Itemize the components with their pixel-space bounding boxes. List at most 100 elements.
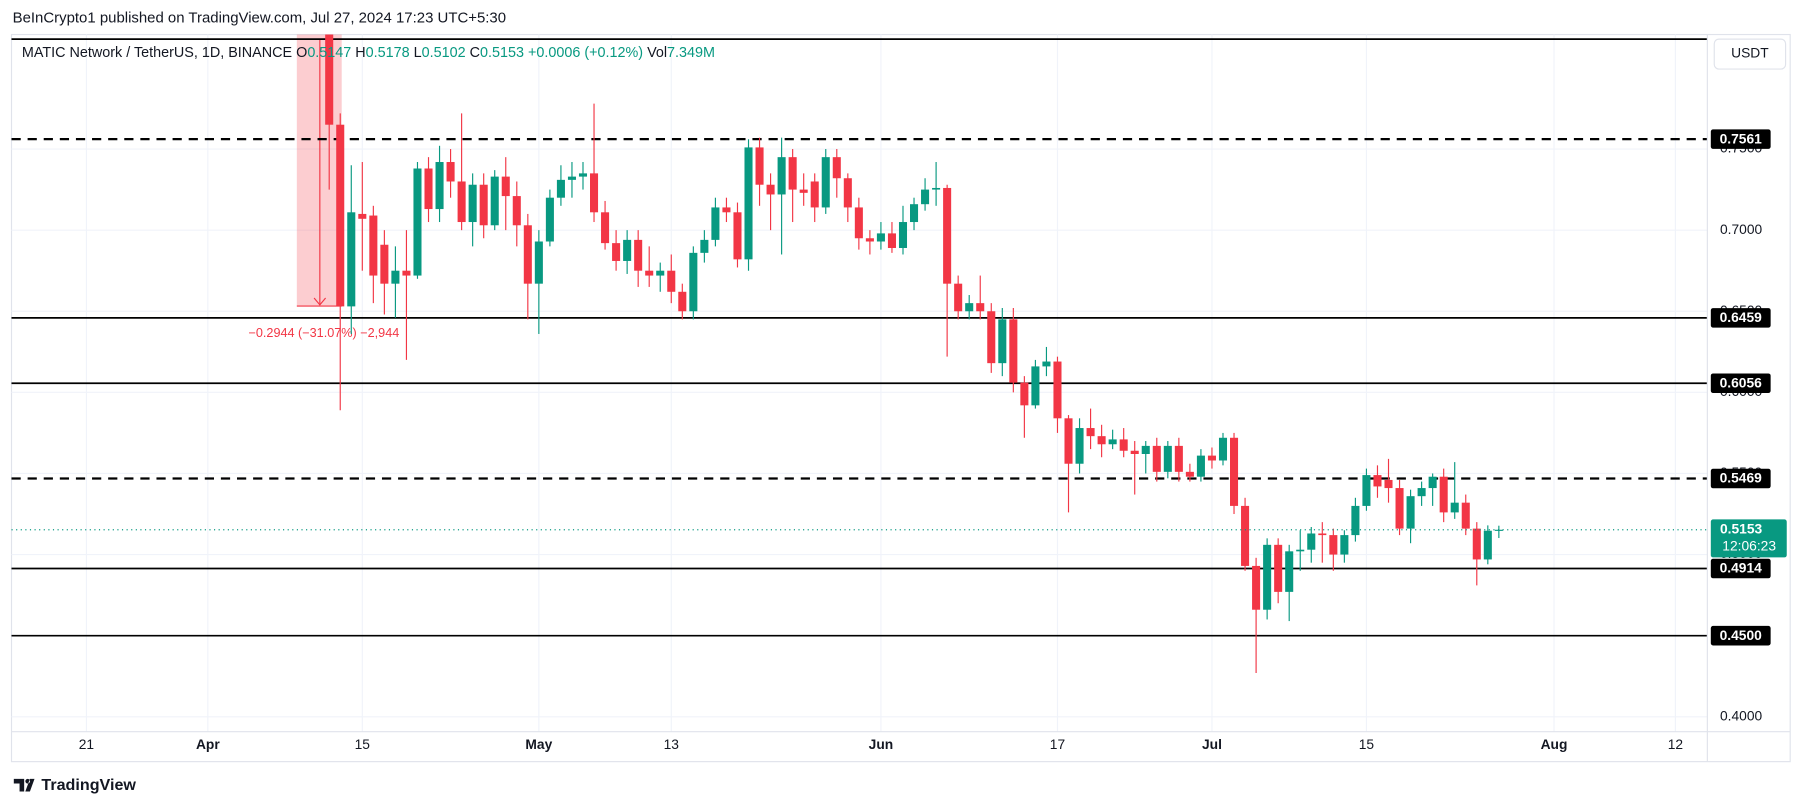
candle-body (325, 34, 334, 125)
candle-body (556, 179, 565, 198)
x-tick-label: May (525, 737, 552, 752)
chart-frame (10, 33, 1791, 763)
measure-label: −0.2944 (−31.07%) −2,944 (249, 326, 400, 340)
candle-body (843, 178, 852, 208)
candle-body (578, 173, 588, 177)
brand-logo: TradingView (13, 776, 136, 794)
candle-body (1274, 544, 1283, 592)
candle-body (545, 197, 554, 242)
legend: MATIC Network / TetherUS, 1D, BINANCE O0… (22, 45, 715, 61)
candle-body (490, 176, 499, 226)
candle-body (523, 225, 532, 284)
candle-body (1285, 551, 1294, 592)
candle-body (1042, 361, 1051, 367)
candle-body (876, 233, 885, 242)
candle-body (932, 187, 941, 190)
brand-icon (13, 778, 35, 792)
publish-header: BeInCrypto1 published on TradingView.com… (13, 9, 506, 26)
candle-body (1472, 528, 1481, 560)
candle-body (634, 239, 643, 271)
level-label-box (1710, 558, 1771, 579)
candle-body (1141, 445, 1150, 454)
level-label-box (1710, 308, 1771, 328)
candle-body (468, 184, 477, 223)
last-price-label: 0.5153 (1720, 521, 1763, 536)
currency-label[interactable]: USDT (1731, 46, 1769, 61)
candle-body (1097, 436, 1106, 445)
legend-value: 0.5153 (480, 45, 524, 61)
candle-body (832, 157, 841, 179)
symbol-title: MATIC Network / TetherUS, 1D, BINANCE (22, 45, 292, 61)
level-label-box (1710, 468, 1771, 489)
candle-body (700, 239, 709, 253)
candle-body (1174, 445, 1183, 472)
levels (11, 137, 1708, 637)
candle-body (601, 212, 610, 244)
candle-body (590, 173, 599, 213)
candle-body (1263, 544, 1272, 610)
level-label: 0.4914 (1720, 561, 1763, 576)
legend-key: Vol (647, 45, 667, 61)
candle-body (921, 189, 930, 205)
candles (11, 34, 1708, 673)
candle-body (1340, 535, 1349, 555)
candle-body (1086, 428, 1095, 437)
candle-body (446, 162, 455, 182)
level-label-box (1710, 129, 1771, 149)
axes: 0.40000.45000.50000.55000.60000.65000.70… (79, 129, 1787, 752)
candle-body (424, 168, 433, 210)
candle-body (1362, 475, 1371, 506)
candle-body (755, 147, 764, 185)
level-label-box (1710, 625, 1771, 646)
candle-body (402, 270, 411, 276)
candle-body (1329, 535, 1338, 555)
y-tick-label: 0.7000 (1720, 222, 1763, 237)
legend-key: C (470, 45, 480, 61)
candle-body (1053, 361, 1062, 419)
candle-body (1108, 439, 1117, 445)
candle-body (1064, 418, 1073, 464)
candle-body (1296, 549, 1305, 552)
currency-button[interactable] (1713, 38, 1787, 70)
candle-body (1483, 530, 1492, 560)
candle-body (1384, 479, 1393, 489)
candle-body (1428, 476, 1437, 489)
y-tick-label: 0.4000 (1720, 708, 1763, 723)
candle-body (479, 184, 488, 226)
candle-body (987, 311, 996, 364)
candle-body (336, 124, 345, 307)
candle-body (1230, 437, 1239, 506)
candle-body (943, 187, 952, 284)
candle-body (1450, 502, 1459, 513)
candle-body (645, 270, 654, 276)
legend-value: 0.5178 (366, 45, 410, 61)
x-tick-label: Apr (196, 737, 220, 752)
candle-body (766, 184, 775, 195)
candle-body (711, 207, 720, 240)
candle-body (744, 147, 753, 260)
candle-body (512, 196, 521, 226)
candle-body (358, 213, 367, 219)
candle-body (1417, 488, 1426, 497)
x-tick-label: 12 (1668, 737, 1683, 752)
candle-body (1130, 450, 1139, 454)
candle-body (810, 181, 819, 208)
legend-value: 0.5147 (307, 45, 351, 61)
candle-body (623, 239, 632, 261)
x-tick-label: 15 (1359, 737, 1375, 752)
candle-body (1207, 455, 1216, 461)
candle-body (722, 207, 731, 213)
candle-body (689, 252, 698, 312)
x-tick-label: 21 (79, 737, 94, 752)
candle-body (898, 222, 908, 248)
candle-body (1307, 533, 1316, 550)
x-tick-label: 17 (1050, 737, 1065, 752)
candle-body (1351, 505, 1360, 536)
legend-value: 0.5102 (422, 45, 466, 61)
candle-body (1439, 476, 1448, 513)
last-price-box (1710, 519, 1787, 558)
candle-body (567, 176, 576, 180)
candle-body (1241, 505, 1250, 566)
candle-body (1373, 475, 1382, 487)
level-label: 0.5469 (1720, 471, 1763, 486)
